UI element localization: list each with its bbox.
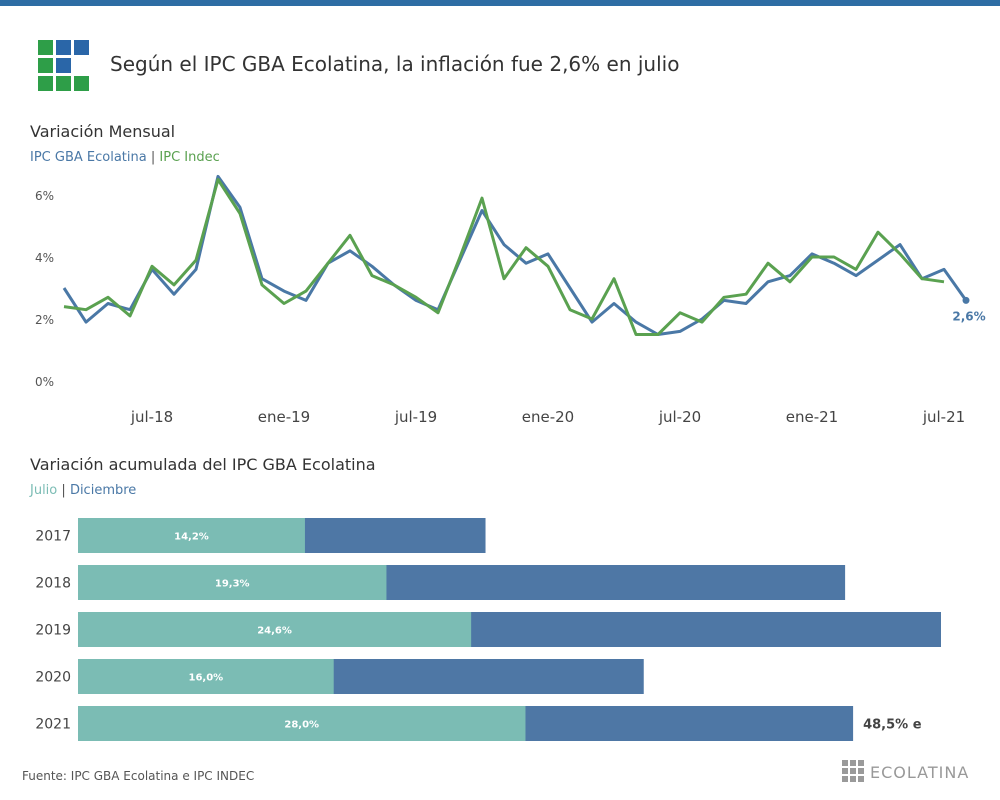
legend-separator: | xyxy=(150,150,156,165)
monthly-variation-line-chart: 0% 2% 4% 6% jul-18 ene-19 jul-19 ene-20 jul-20 en… xyxy=(35,174,986,426)
line-chart-title: Variación Mensual xyxy=(30,122,176,141)
logo-square xyxy=(74,58,89,73)
logo-square xyxy=(38,40,53,55)
x-tick-label: ene-20 xyxy=(522,408,574,426)
year-label: 2017 xyxy=(35,529,71,545)
julio-value-label: 14,2% xyxy=(174,532,209,543)
cumulative-variation-bar-chart: 2017 14,2% 2018 19,3% 2019 24,6% 2020 16,0% 2021… xyxy=(35,518,941,741)
end-value-label: 2,6% xyxy=(952,309,985,323)
ecolatina-series-line xyxy=(62,174,968,336)
source-note: Fuente: IPC GBA Ecolatina e IPC INDEC xyxy=(22,769,255,783)
logo-square xyxy=(38,58,53,73)
estimate-annotation: 48,5% e xyxy=(863,718,922,733)
x-tick-label: jul-18 xyxy=(130,408,173,426)
year-label: 2020 xyxy=(35,670,71,686)
logo-square xyxy=(74,40,89,55)
logo-square xyxy=(56,76,71,91)
bar-chart-title: Variación acumulada del IPC GBA Ecolatin… xyxy=(30,455,376,474)
logo-square xyxy=(56,40,71,55)
logo-square xyxy=(56,58,71,73)
indec-series-line xyxy=(63,178,945,336)
y-tick-label: 2% xyxy=(35,313,54,327)
legend-ecolatina: IPC GBA Ecolatina xyxy=(30,150,147,165)
ecolatina-logo-icon xyxy=(38,40,90,92)
julio-value-label: 16,0% xyxy=(189,673,224,684)
y-tick-label: 4% xyxy=(35,251,54,265)
bar-julio xyxy=(78,518,305,553)
legend-diciembre: Diciembre xyxy=(69,483,137,498)
bar-julio xyxy=(78,565,387,600)
x-tick-label: jul-19 xyxy=(394,408,437,426)
year-label: 2019 xyxy=(35,623,71,639)
x-tick-label: ene-21 xyxy=(786,408,838,426)
julio-value-label: 28,0% xyxy=(284,720,319,731)
top-accent-bar xyxy=(0,0,1000,6)
bar-chart-legend: Julio | Diciembre xyxy=(30,483,136,498)
y-tick-label: 0% xyxy=(35,375,54,389)
x-tick-label: jul-21 xyxy=(922,408,965,426)
end-point-marker xyxy=(962,296,970,304)
julio-value-label: 19,3% xyxy=(215,579,250,590)
bar-julio xyxy=(78,706,526,741)
year-label: 2018 xyxy=(35,576,71,592)
x-tick-label: jul-20 xyxy=(658,408,701,426)
line-chart-legend: IPC GBA Ecolatina | IPC Indec xyxy=(30,150,220,165)
legend-julio: Julio xyxy=(30,483,58,498)
bar-julio xyxy=(78,659,334,694)
x-tick-label: ene-19 xyxy=(258,408,310,426)
bar-julio xyxy=(78,612,472,647)
brand-name: ECOLATINA xyxy=(870,763,970,782)
legend-separator: | xyxy=(61,483,66,498)
page-title: Según el IPC GBA Ecolatina, la inflación… xyxy=(110,52,680,76)
brand-grid-icon xyxy=(842,760,864,782)
logo-square xyxy=(74,76,89,91)
year-label: 2021 xyxy=(35,717,71,733)
logo-square xyxy=(38,76,53,91)
julio-value-label: 24,6% xyxy=(257,626,292,637)
legend-indec: IPC Indec xyxy=(159,150,220,165)
y-tick-label: 6% xyxy=(35,189,54,203)
